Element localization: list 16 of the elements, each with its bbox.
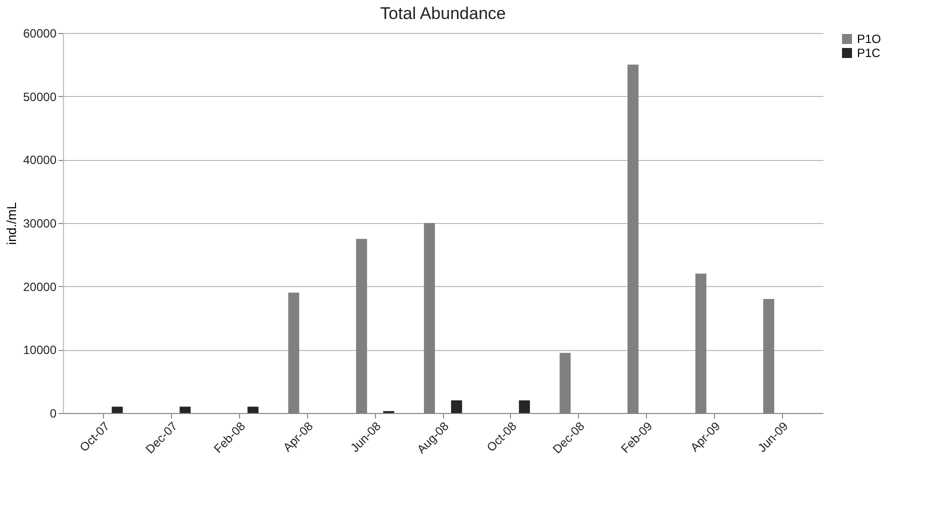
bar	[248, 406, 258, 413]
bar	[518, 400, 530, 413]
y-tick-label: 30000	[23, 216, 57, 230]
y-tick-label: 20000	[23, 280, 57, 294]
y-tick-label: 40000	[23, 153, 57, 168]
y-tick-label: 10000	[23, 343, 57, 358]
y-tick-label: 50000	[23, 90, 57, 104]
legend-label: P1O	[857, 32, 882, 46]
y-axis-title: ind./mL	[4, 202, 20, 245]
bar	[180, 406, 191, 413]
legend-label: P1C	[857, 46, 881, 60]
y-tick-label: 60000	[23, 26, 57, 40]
bar	[112, 406, 123, 413]
y-tick-label: 0	[50, 406, 57, 420]
chart-title: Total Abundance	[380, 4, 506, 23]
bar	[451, 400, 462, 413]
